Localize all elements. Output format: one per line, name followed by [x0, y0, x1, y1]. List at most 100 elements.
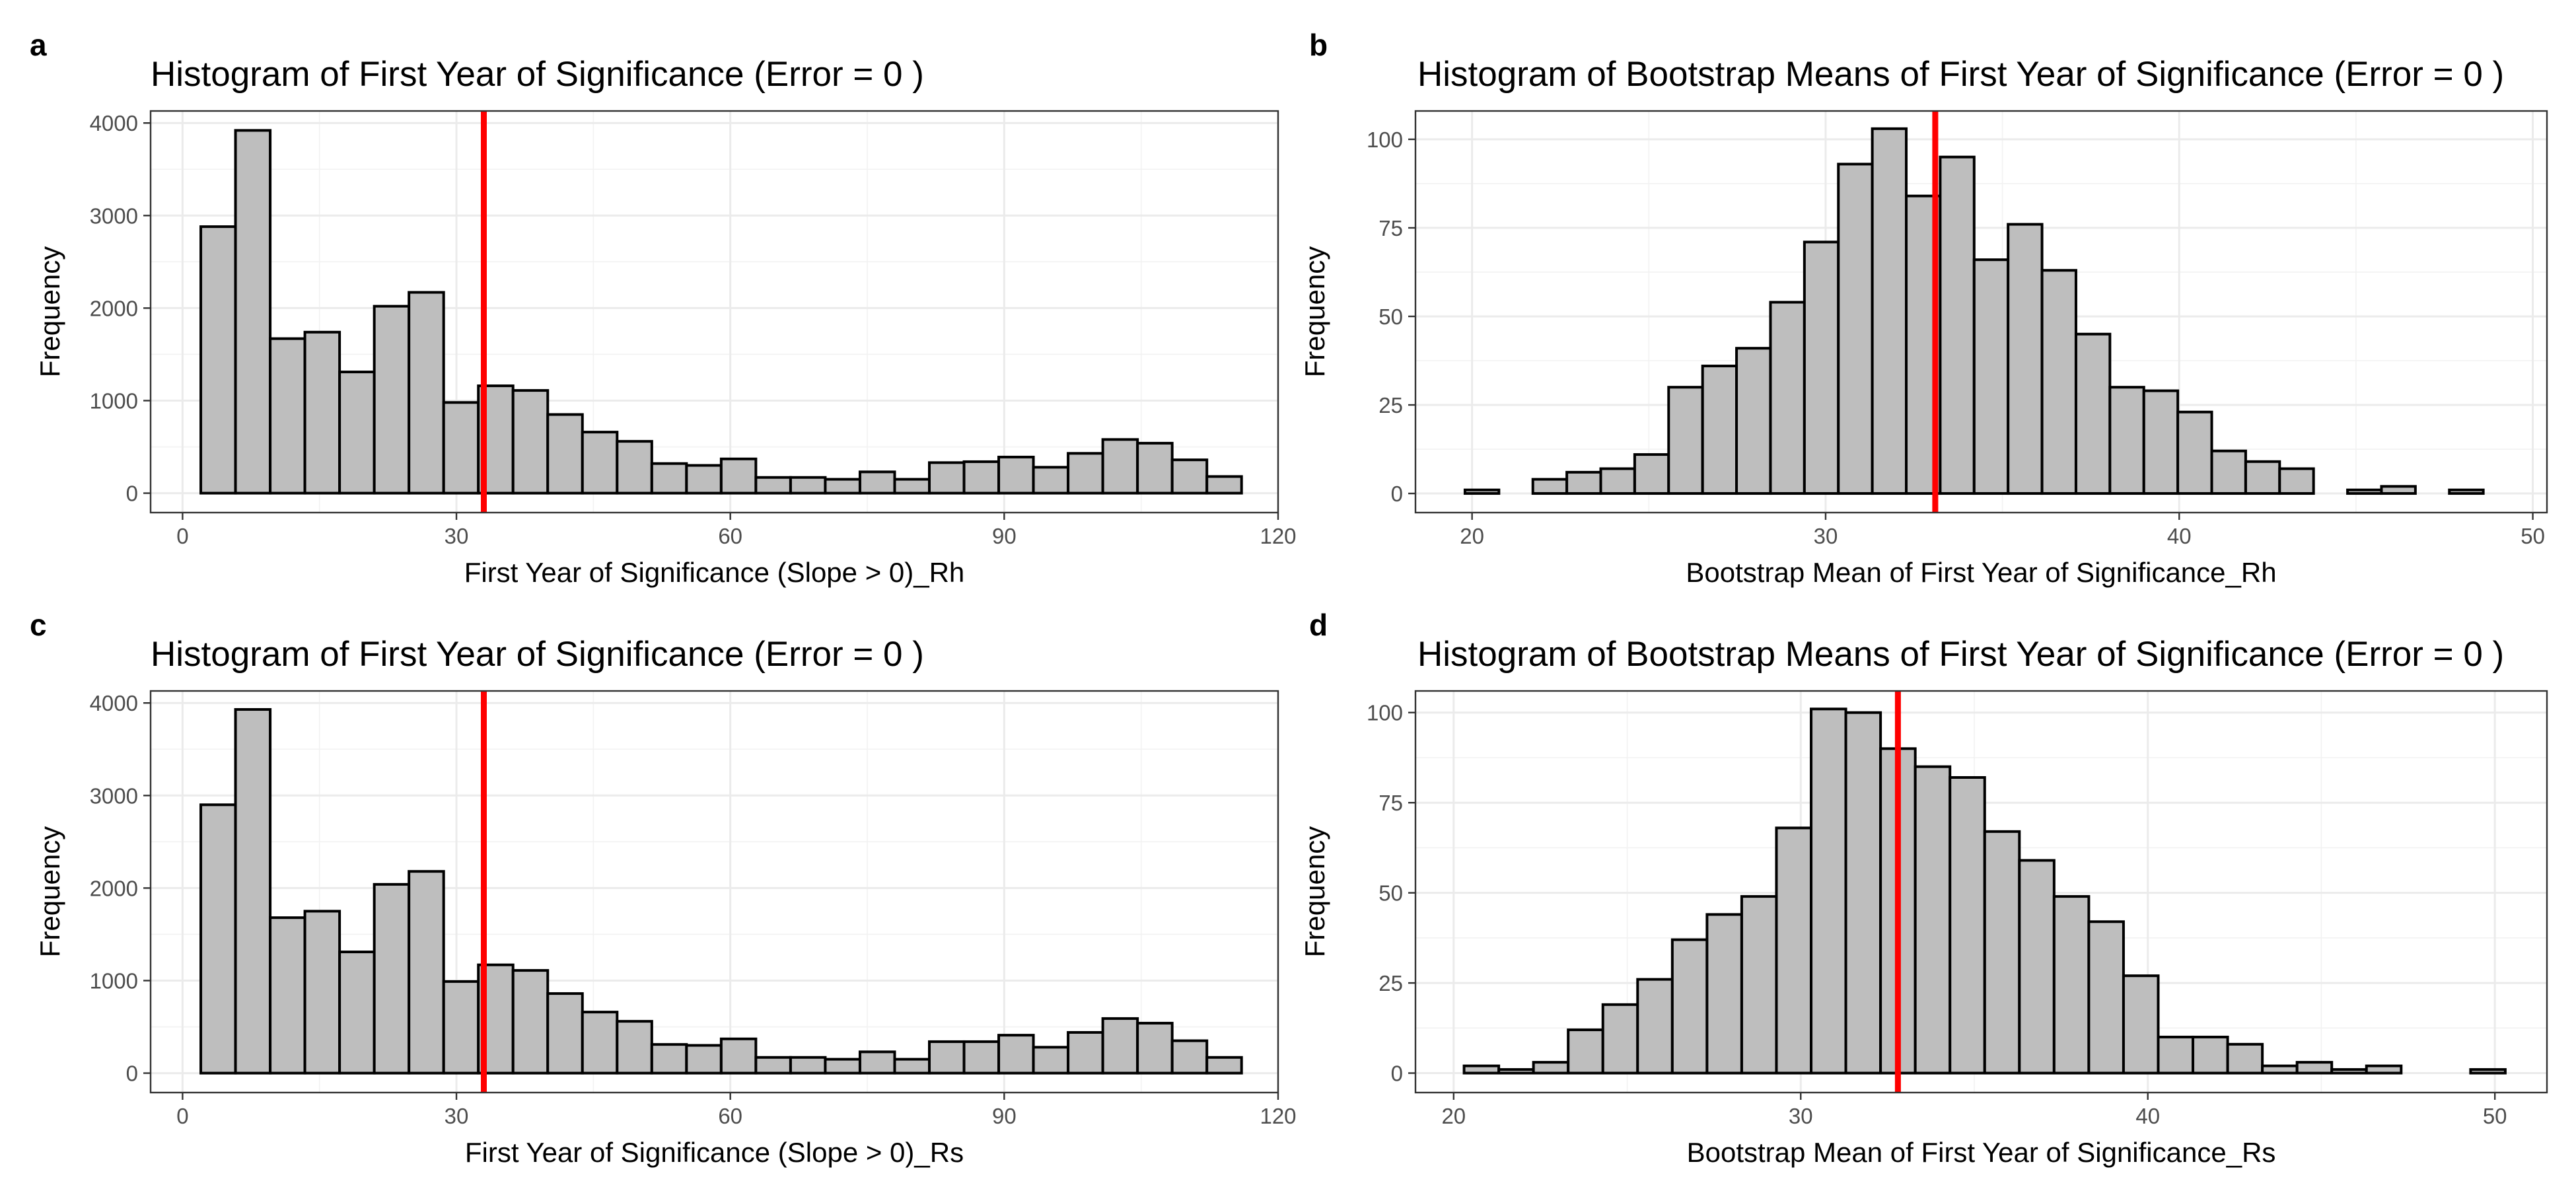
histogram-bar: [650, 1043, 688, 1075]
histogram-bar: [1837, 162, 1874, 495]
histogram-bar: [546, 413, 584, 495]
panel-c: c Histogram of First Year of Significance…: [30, 608, 1297, 1168]
histogram-bar: [2087, 920, 2125, 1075]
histogram-bar: [199, 225, 237, 495]
histogram-bar: [2295, 1061, 2334, 1075]
chart-title: Histogram of First Year of Significance …: [151, 55, 924, 94]
histogram-bar: [1667, 386, 1704, 495]
x-axis: 0 30 60 90 120: [176, 513, 1297, 548]
histogram-bar: [1170, 1039, 1209, 1075]
histogram-bar: [234, 708, 272, 1075]
histogram-bar: [616, 440, 653, 495]
x-tick-label: 30: [1789, 1104, 1813, 1128]
histogram-bar: [2365, 1064, 2403, 1075]
x-tick-label: 0: [176, 1104, 188, 1128]
histogram-bar: [2469, 1068, 2507, 1075]
y-axis: 0 25 50 75 100: [1367, 701, 1415, 1086]
histogram-bar: [789, 476, 827, 495]
y-tick-label: 25: [1378, 393, 1403, 417]
histogram-bar: [2244, 460, 2281, 495]
histogram-bar: [442, 401, 480, 495]
panel-letter: d: [1309, 608, 1328, 642]
histogram-bar: [962, 460, 1001, 495]
y-axis-title: Frequency: [34, 826, 65, 957]
histogram-bar: [893, 478, 931, 495]
x-tick-label: 20: [1441, 1104, 1466, 1128]
chart-title: Histogram of Bootstrap Means of First Ye…: [1417, 635, 2504, 674]
histogram-bar: [442, 980, 480, 1075]
histogram-bar: [858, 470, 896, 495]
histogram-bar: [1769, 301, 1806, 495]
histogram-bar: [1101, 1017, 1139, 1075]
histogram-bar: [1844, 711, 1882, 1075]
y-tick-label: 0: [1391, 1062, 1403, 1086]
histogram-bar: [719, 1037, 758, 1075]
y-tick-label: 4000: [90, 111, 138, 135]
x-tick-label: 0: [176, 524, 188, 548]
histogram-bar: [858, 1050, 896, 1075]
y-tick-label: 3000: [90, 783, 138, 808]
histogram-bar: [373, 305, 411, 495]
panel-letter: c: [30, 608, 47, 642]
histogram-bar: [1601, 1003, 1639, 1075]
y-tick-label: 2000: [90, 876, 138, 900]
histogram-bar: [2052, 895, 2091, 1075]
x-tick-label: 120: [1260, 1104, 1296, 1128]
y-axis-title: Frequency: [34, 246, 65, 377]
x-tick-label: 30: [1814, 524, 1838, 548]
histogram-bar: [1949, 775, 1986, 1075]
y-tick-label: 50: [1378, 881, 1403, 906]
y-axis-title: Frequency: [1299, 246, 1330, 377]
histogram-bar: [2157, 1035, 2195, 1075]
histogram-bar: [1497, 1068, 1535, 1075]
histogram-bar: [1633, 453, 1670, 495]
histogram-bar: [1205, 1056, 1243, 1075]
histogram-bar: [1705, 913, 1743, 1075]
histogram-bar: [2330, 1068, 2368, 1075]
y-tick-label: 75: [1378, 216, 1403, 240]
histogram-bar: [1531, 478, 1569, 495]
histogram-bar: [997, 1034, 1035, 1075]
x-tick-label: 40: [2135, 1104, 2160, 1128]
x-tick-label: 50: [2483, 1104, 2507, 1128]
histogram-bar: [616, 1020, 653, 1075]
histogram-bar: [1032, 466, 1070, 495]
histogram-bar: [511, 969, 550, 1075]
histogram-bar: [2176, 410, 2213, 495]
histogram-bar: [1565, 470, 1602, 495]
y-axis: 0 25 50 75 100: [1367, 127, 1415, 506]
chart-title: Histogram of Bootstrap Means of First Ye…: [1417, 55, 2504, 94]
histogram-bar: [2142, 389, 2180, 495]
histogram-bar: [789, 1056, 827, 1075]
histogram-bar: [2210, 449, 2247, 495]
y-tick-label: 3000: [90, 203, 138, 228]
histogram-bar: [1532, 1061, 1570, 1075]
histogram-bar: [2108, 386, 2145, 495]
histogram-bar: [1067, 452, 1104, 495]
histogram-bar: [1810, 707, 1847, 1075]
histogram-bar: [719, 457, 758, 495]
histogram-bar: [893, 1058, 931, 1075]
histogram-bar: [1101, 438, 1139, 495]
y-tick-label: 25: [1378, 971, 1403, 995]
histogram-bar: [650, 462, 688, 495]
histogram-bar: [1636, 978, 1674, 1075]
histogram-bar: [373, 883, 411, 1075]
panel-border: [149, 110, 1279, 514]
histogram-bar: [408, 870, 445, 1075]
histogram-bar: [1740, 895, 1778, 1075]
y-tick-label: 50: [1378, 305, 1403, 329]
panel-b: b Histogram of Bootstrap Means of First Y…: [1299, 28, 2548, 588]
x-tick-label: 50: [2521, 524, 2545, 548]
histogram-bar: [2261, 1064, 2299, 1075]
panel-border: [1414, 110, 2548, 514]
y-tick-label: 2000: [90, 296, 138, 320]
histogram-bar: [1567, 1028, 1604, 1075]
x-tick-label: 90: [992, 524, 1017, 548]
y-axis: 0 1000 2000 3000 4000: [90, 691, 151, 1086]
panel-letter: b: [1309, 28, 1328, 62]
histogram-bar: [1463, 488, 1501, 495]
histogram-bar: [1599, 467, 1636, 495]
chart-title: Histogram of First Year of Significance …: [151, 635, 924, 674]
